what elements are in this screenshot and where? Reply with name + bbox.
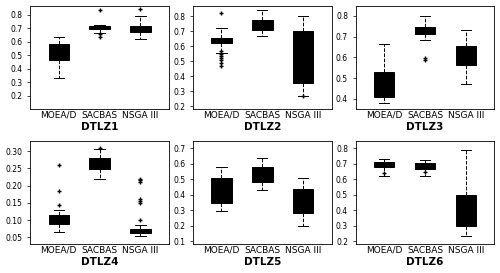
PathPatch shape bbox=[293, 189, 314, 213]
PathPatch shape bbox=[130, 229, 150, 233]
X-axis label: DTLZ3: DTLZ3 bbox=[406, 122, 444, 132]
X-axis label: DTLZ1: DTLZ1 bbox=[81, 122, 118, 132]
X-axis label: DTLZ5: DTLZ5 bbox=[244, 257, 281, 268]
PathPatch shape bbox=[415, 163, 436, 169]
PathPatch shape bbox=[374, 72, 394, 97]
X-axis label: DTLZ4: DTLZ4 bbox=[81, 257, 118, 268]
PathPatch shape bbox=[90, 26, 110, 29]
PathPatch shape bbox=[374, 162, 394, 167]
PathPatch shape bbox=[252, 167, 272, 182]
PathPatch shape bbox=[90, 158, 110, 169]
PathPatch shape bbox=[212, 178, 232, 203]
PathPatch shape bbox=[293, 31, 314, 83]
PathPatch shape bbox=[48, 215, 69, 224]
PathPatch shape bbox=[212, 38, 232, 43]
PathPatch shape bbox=[252, 20, 272, 29]
PathPatch shape bbox=[456, 195, 476, 226]
PathPatch shape bbox=[130, 26, 150, 32]
X-axis label: DTLZ2: DTLZ2 bbox=[244, 122, 281, 132]
PathPatch shape bbox=[48, 44, 69, 60]
PathPatch shape bbox=[456, 46, 476, 65]
X-axis label: DTLZ6: DTLZ6 bbox=[406, 257, 444, 268]
PathPatch shape bbox=[415, 27, 436, 34]
